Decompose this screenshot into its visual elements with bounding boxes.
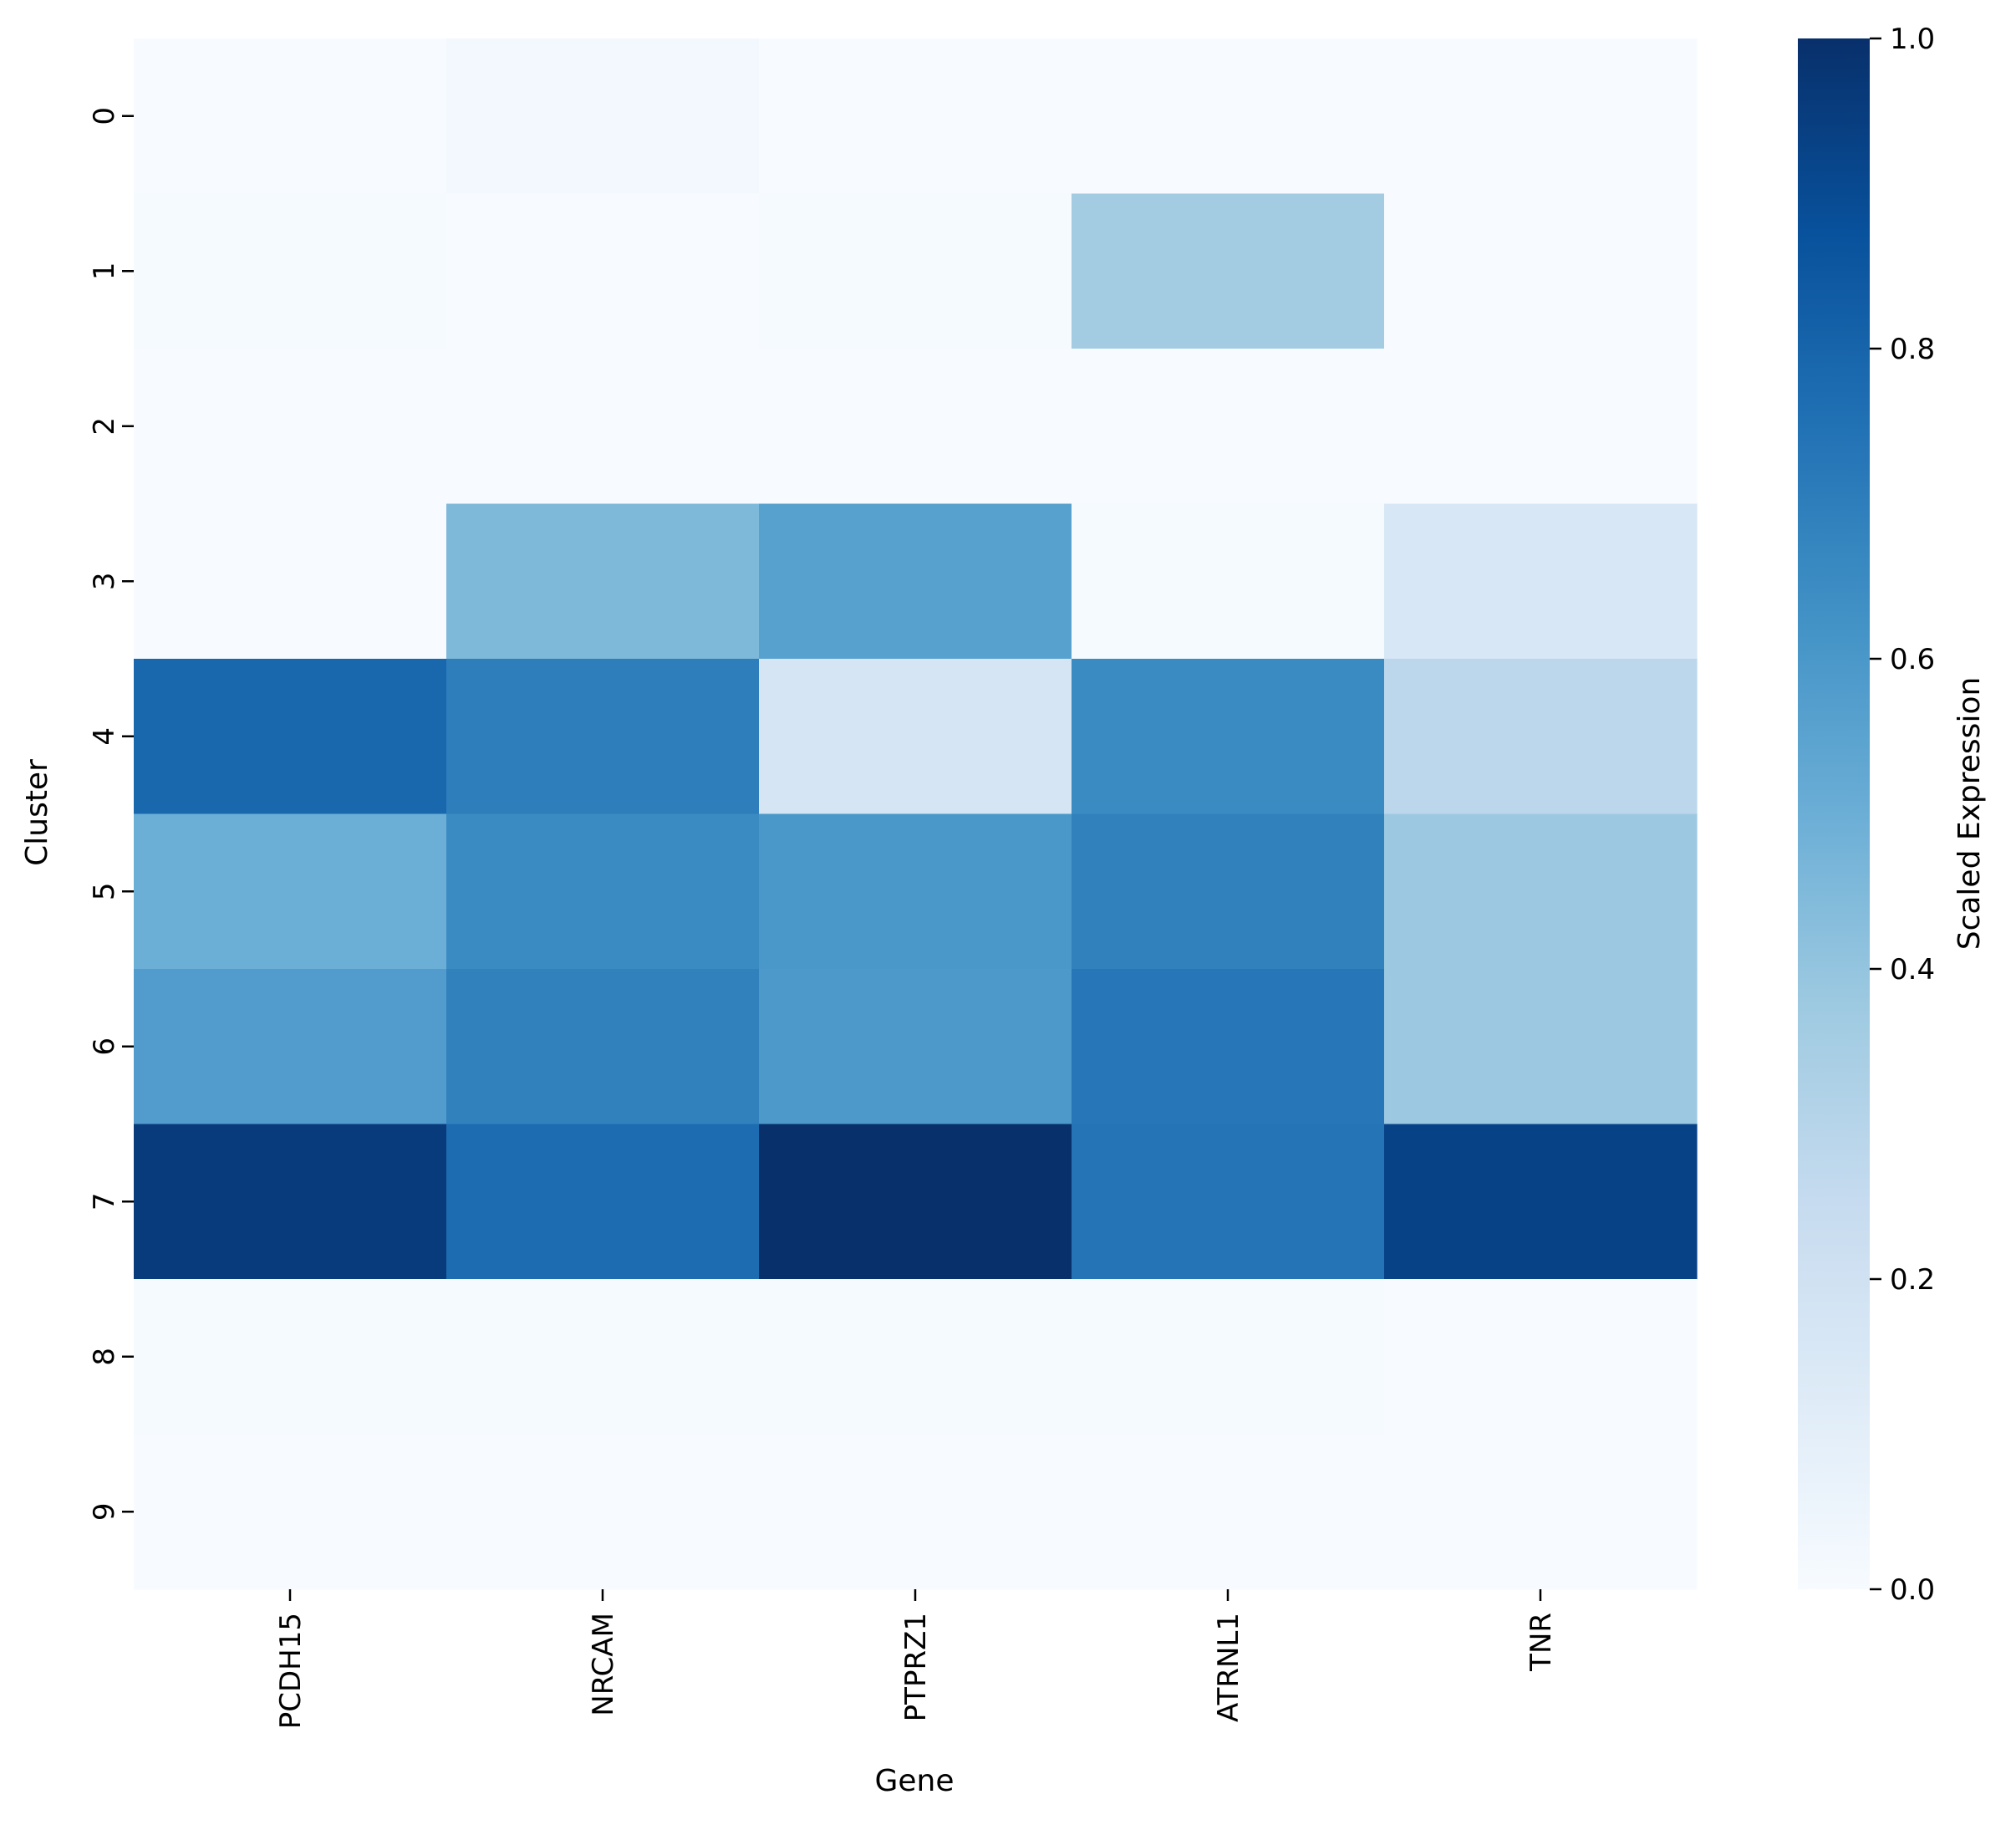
x-tick-label: PCDH15 [274, 1613, 308, 1729]
heatmap-cell-5-PCDH15 [134, 813, 447, 970]
colorbar-tick-label: 0.2 [1890, 1263, 1935, 1297]
heatmap-cell-9-PCDH15 [134, 1434, 447, 1590]
x-axis-label: Gene [874, 1764, 954, 1798]
x-tick-label: NRCAM [587, 1613, 620, 1716]
heatmap-cell-4-PTPRZ1 [759, 659, 1072, 815]
heatmap-cell-7-PCDH15 [134, 1124, 447, 1280]
y-axis: 0 1 2 3 4 5 6 7 8 9 [88, 107, 134, 1521]
heatmap-cell-8-ATRNL1 [1072, 1279, 1385, 1435]
heatmap-cell-1-PCDH15 [134, 193, 447, 349]
y-tick-label: 5 [88, 882, 121, 900]
heatmap-cell-3-TNR [1384, 503, 1698, 660]
heatmap-cell-3-PCDH15 [134, 503, 447, 660]
heatmap-cell-7-ATRNL1 [1072, 1124, 1385, 1280]
y-tick-label: 8 [88, 1348, 121, 1366]
heatmap-cell-9-ATRNL1 [1072, 1434, 1385, 1590]
heatmap-cell-6-PCDH15 [134, 969, 447, 1125]
heatmap-cell-0-PCDH15 [134, 38, 447, 195]
heatmap-cell-7-TNR [1384, 1124, 1698, 1280]
heatmap-cell-5-ATRNL1 [1072, 813, 1385, 970]
heatmap-cell-0-ATRNL1 [1072, 38, 1385, 195]
heatmap-cell-4-PCDH15 [134, 659, 447, 815]
heatmap-cell-6-TNR [1384, 969, 1698, 1125]
heatmap-cell-0-PTPRZ1 [759, 38, 1072, 195]
heatmap-cell-7-PTPRZ1 [759, 1124, 1072, 1280]
heatmap-cell-2-PTPRZ1 [759, 349, 1072, 505]
heatmap-cell-1-ATRNL1 [1072, 193, 1385, 349]
heatmap-cell-4-NRCAM [446, 659, 760, 815]
heatmap-cell-6-PTPRZ1 [759, 969, 1072, 1125]
heatmap-cell-2-TNR [1384, 349, 1698, 505]
x-tick-label: ATRNL1 [1212, 1613, 1245, 1722]
heatmap-cell-9-NRCAM [446, 1434, 760, 1590]
y-tick-label: 7 [88, 1192, 121, 1211]
heatmap-cell-8-PCDH15 [134, 1279, 447, 1435]
y-tick-label: 1 [88, 262, 121, 280]
heatmap-cell-5-NRCAM [446, 813, 760, 970]
heatmap-cell-8-PTPRZ1 [759, 1279, 1072, 1435]
heatmap-cell-2-PCDH15 [134, 349, 447, 505]
heatmap-cell-8-NRCAM [446, 1279, 760, 1435]
heatmap-cell-0-TNR [1384, 38, 1698, 195]
heatmap-cell-9-PTPRZ1 [759, 1434, 1072, 1590]
heatmap-cell-6-ATRNL1 [1072, 969, 1385, 1125]
heatmap-cell-9-TNR [1384, 1434, 1698, 1590]
y-tick-label: 3 [88, 572, 121, 590]
x-axis: PCDH15 NRCAM PTPRZ1 ATRNL1 TNR [274, 1589, 1558, 1729]
heatmap-cell-4-ATRNL1 [1072, 659, 1385, 815]
heatmap-cell-2-NRCAM [446, 349, 760, 505]
heatmap-cell-3-PTPRZ1 [759, 503, 1072, 660]
heatmap-cell-2-ATRNL1 [1072, 349, 1385, 505]
y-tick-label: 6 [88, 1037, 121, 1056]
colorbar [1798, 38, 1870, 1589]
heatmap-cell-3-NRCAM [446, 503, 760, 660]
heatmap-cell-1-NRCAM [446, 193, 760, 349]
heatmap-cell-1-PTPRZ1 [759, 193, 1072, 349]
colorbar-tick-label: 0.0 [1890, 1573, 1935, 1607]
heatmap-cell-1-TNR [1384, 193, 1698, 349]
heatmap-cell-0-NRCAM [446, 38, 760, 195]
heatmap-cells [134, 38, 1698, 1590]
y-tick-label: 2 [88, 417, 121, 436]
y-tick-label: 0 [88, 107, 121, 125]
heatmap-cell-6-NRCAM [446, 969, 760, 1125]
y-tick-label: 9 [88, 1502, 121, 1521]
x-tick-label: PTPRZ1 [899, 1613, 933, 1721]
heatmap-cell-5-TNR [1384, 813, 1698, 970]
y-axis-label: Cluster [20, 759, 54, 866]
heatmap-cell-8-TNR [1384, 1279, 1698, 1435]
colorbar-label: Scaled Expression [1952, 677, 1987, 951]
heatmap-cell-5-PTPRZ1 [759, 813, 1072, 970]
y-tick-label: 4 [88, 727, 121, 746]
heatmap-cell-7-NRCAM [446, 1124, 760, 1280]
colorbar-tick-label: 0.6 [1890, 643, 1935, 676]
colorbar-tick-label: 0.4 [1890, 953, 1935, 986]
colorbar-ticks: 0.0 0.2 0.4 0.6 0.8 1.0 [1870, 23, 1935, 1607]
heatmap-cell-4-TNR [1384, 659, 1698, 815]
x-tick-label: TNR [1525, 1613, 1558, 1672]
heatmap-cell-3-ATRNL1 [1072, 503, 1385, 660]
colorbar-tick-label: 1.0 [1890, 23, 1935, 56]
colorbar-tick-label: 0.8 [1890, 333, 1935, 366]
